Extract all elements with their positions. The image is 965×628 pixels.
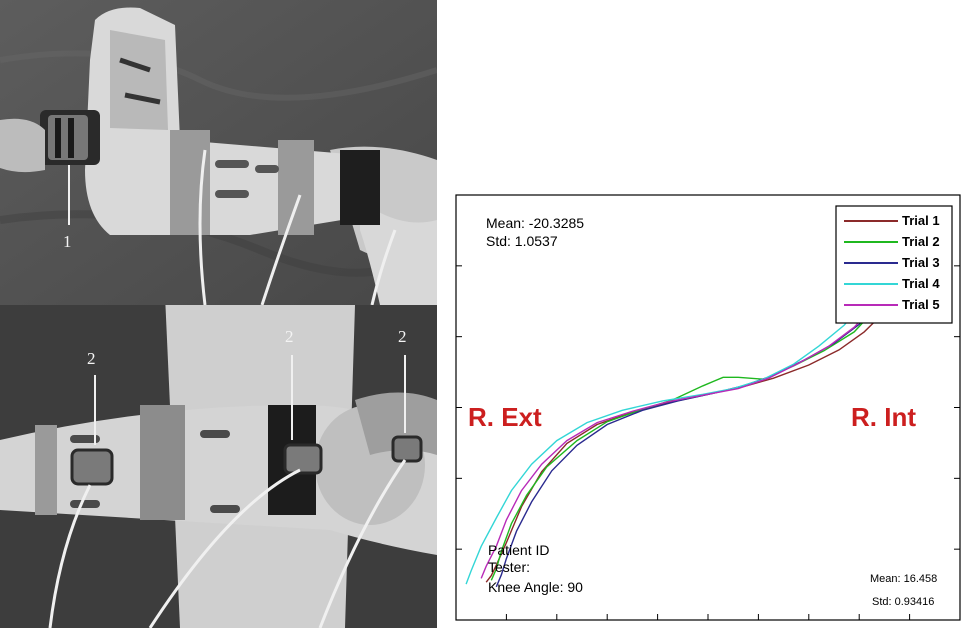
legend-label-trial-5: Trial 5 bbox=[902, 297, 940, 312]
tester-label: Tester: bbox=[488, 559, 530, 575]
region-int-label: R. Int bbox=[851, 402, 916, 432]
mean-right-annotation: Mean: 16.458 bbox=[870, 573, 937, 585]
std-right-annotation: Std: 0.93416 bbox=[872, 596, 934, 608]
callout-label-2c: 2 bbox=[398, 327, 407, 346]
legend-label-trial-3: Trial 3 bbox=[902, 255, 940, 270]
brace-photo-top-illustration bbox=[0, 0, 437, 305]
std-left-annotation: Std: 1.0537 bbox=[486, 233, 558, 249]
callout-label-1: 1 bbox=[63, 232, 72, 251]
torque-trials-chart: Mean: -20.3285 Std: 1.0537 R. Ext R. Int… bbox=[446, 185, 965, 628]
chart-plot-area: Mean: -20.3285 Std: 1.0537 R. Ext R. Int… bbox=[455, 194, 961, 621]
legend-label-trial-4: Trial 4 bbox=[902, 276, 940, 291]
patient-id-label: Patient ID bbox=[488, 542, 549, 558]
callout-label-2a: 2 bbox=[87, 349, 96, 368]
callout-label-2b: 2 bbox=[285, 327, 294, 346]
brace-photo-bottom-illustration bbox=[0, 305, 437, 628]
mean-left-annotation: Mean: -20.3285 bbox=[486, 215, 584, 231]
brace-photo-bottom: 2 2 2 bbox=[0, 305, 437, 628]
axis-ticks bbox=[456, 265, 960, 620]
legend-label-trial-1: Trial 1 bbox=[902, 213, 940, 228]
legend-box bbox=[835, 205, 953, 324]
knee-angle-label: Knee Angle: 90 bbox=[488, 579, 583, 595]
brace-photo-top: 1 bbox=[0, 0, 437, 305]
region-ext-label: R. Ext bbox=[468, 402, 542, 432]
legend-label-trial-2: Trial 2 bbox=[902, 234, 940, 249]
legend: Trial 1 Trial 2 Trial 3 Trial 4 Trial 5 bbox=[835, 205, 953, 324]
